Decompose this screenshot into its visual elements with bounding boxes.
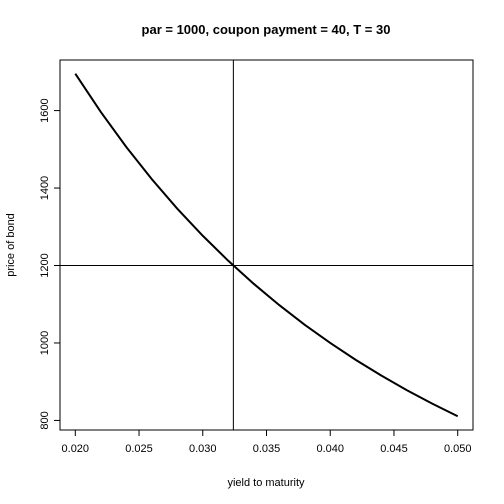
y-tick-label: 1600 bbox=[39, 98, 51, 122]
chart-title: par = 1000, coupon payment = 40, T = 30 bbox=[142, 22, 391, 37]
x-tick-label: 0.040 bbox=[316, 443, 344, 455]
y-tick-label: 1200 bbox=[39, 253, 51, 277]
x-tick-label: 0.030 bbox=[189, 443, 217, 455]
line-series bbox=[74, 73, 459, 418]
x-axis-label: yield to maturity bbox=[227, 477, 305, 489]
plot-box bbox=[59, 59, 474, 431]
x-tick-label: 0.035 bbox=[253, 443, 281, 455]
y-axis-label: price of bond bbox=[5, 213, 17, 277]
y-tick-label: 1400 bbox=[39, 176, 51, 200]
x-tick-label: 0.045 bbox=[380, 443, 408, 455]
x-tick-label: 0.050 bbox=[444, 443, 472, 455]
y-tick-label: 1000 bbox=[39, 331, 51, 355]
x-tick-label: 0.025 bbox=[125, 443, 153, 455]
y-tick-label: 800 bbox=[39, 411, 51, 429]
x-tick-label: 0.020 bbox=[62, 443, 90, 455]
